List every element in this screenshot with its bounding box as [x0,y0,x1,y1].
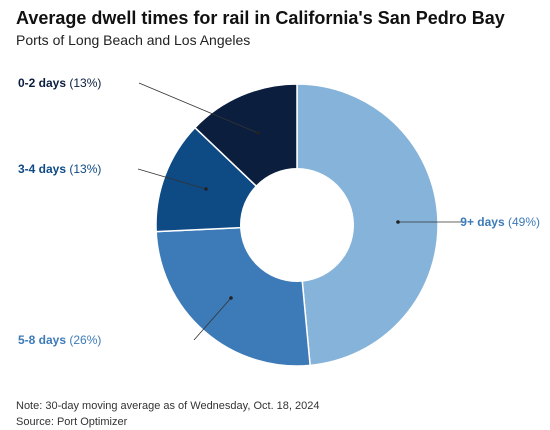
chart-title: Average dwell times for rail in Californ… [16,8,505,28]
chart-subtitle: Ports of Long Beach and Los Angeles [16,32,251,48]
footnote: Note: 30-day moving average as of Wednes… [16,400,320,412]
leader-dot [396,220,400,224]
donut-hole [240,168,354,282]
slice-label: 5-8 days (26%) [18,333,101,347]
slice-label: 0-2 days (13%) [18,76,101,90]
slice-label-days: 0-2 days [18,76,69,90]
slice-9-days [296,83,439,367]
leader-line [137,168,207,190]
slice-label-days: 5-8 days [18,333,69,347]
leader-dot [256,131,260,135]
leader-line [193,297,232,341]
slice-label-pct: (26%) [69,333,101,347]
donut-chart: 9+ days (49%) 5-8 days (26%) 3-4 days (13%… [18,76,540,367]
slice-label-pct: (13%) [69,76,101,90]
donut-slices [155,83,439,367]
slice-label-pct: (49%) [508,215,540,229]
slice-labels: 9+ days (49%) 5-8 days (26%) 3-4 days (13%… [18,76,540,347]
slice-label: 9+ days (49%) [460,215,540,229]
slice-label-days: 3-4 days [18,162,69,176]
source-note: Source: Port Optimizer [16,416,128,428]
slice-label-pct: (13%) [69,162,101,176]
leader-lines [137,82,465,341]
leader-line [138,82,259,134]
leader-dot [229,296,233,300]
leader-dot [204,187,208,191]
slice-label: 3-4 days (13%) [18,162,101,176]
slice-label-days: 9+ days [460,215,508,229]
